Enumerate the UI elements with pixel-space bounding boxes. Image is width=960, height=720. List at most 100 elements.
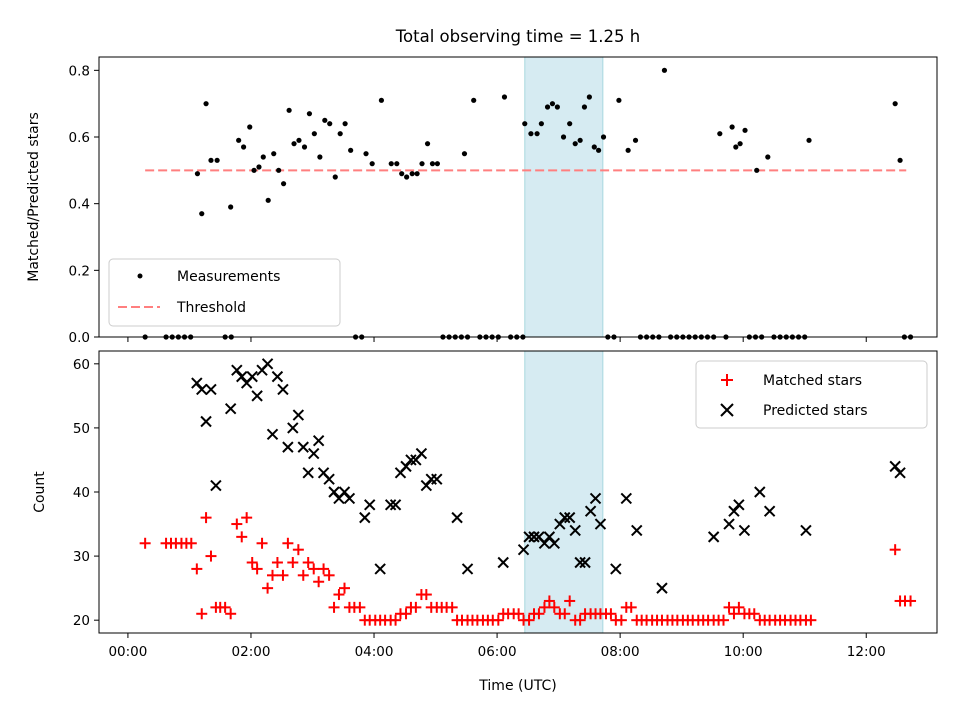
predicted-star-point xyxy=(231,364,243,376)
measurement-point xyxy=(581,104,588,110)
predicted-star-point xyxy=(594,518,607,530)
highlight-span-top xyxy=(524,56,604,338)
legend-label-predicted: Predicted stars xyxy=(763,403,868,419)
predicted-star-point xyxy=(563,511,576,524)
predicted-star-point xyxy=(364,499,376,511)
panel-bottom: 20 30 40 50 60 00:00 02:00 04:00 06:00 08:00 10:0… xyxy=(32,350,938,694)
matched-star-point xyxy=(308,563,320,575)
measurement-point xyxy=(208,157,214,163)
y-tick-label: 0.8 xyxy=(69,63,90,79)
matched-star-point xyxy=(354,601,366,613)
predicted-star-point xyxy=(297,441,309,453)
measurement-point xyxy=(194,171,201,177)
measurement-point xyxy=(317,154,323,160)
measurement-point xyxy=(251,167,257,173)
predicted-star-point xyxy=(497,556,509,569)
matched-star-point xyxy=(200,512,212,524)
measurement-point xyxy=(369,161,375,167)
predicted-star-point xyxy=(374,563,386,575)
matched-star-point xyxy=(748,608,760,620)
measurement-point xyxy=(256,164,262,170)
measurement-point xyxy=(260,154,266,160)
measurement-point xyxy=(378,97,385,103)
measurement-point xyxy=(342,121,348,127)
y-axis-label-top: Matched/Predicted stars xyxy=(26,112,42,282)
predicted-star-point xyxy=(538,537,551,549)
x-tick-label: 08:00 xyxy=(601,644,640,660)
matched-star-point xyxy=(313,576,325,588)
predicted-star-point xyxy=(528,531,540,543)
y-tick-label: 0.2 xyxy=(69,263,90,279)
predicted-star-point xyxy=(523,531,535,543)
measurement-point xyxy=(322,117,328,123)
x-tick-label: 12:00 xyxy=(847,644,886,660)
measurement-point xyxy=(616,97,622,103)
matched-star-point xyxy=(282,537,294,549)
y-tick-label: 40 xyxy=(73,485,90,501)
measurement-point xyxy=(276,167,282,173)
measurement-point xyxy=(501,94,508,100)
matched-star-point xyxy=(400,608,412,620)
predicted-star-point xyxy=(461,563,474,575)
predicted-star-point xyxy=(287,422,299,434)
predicted-star-point xyxy=(266,428,279,441)
matched-star-point xyxy=(548,601,560,613)
predicted-star-point xyxy=(312,435,325,447)
predicted-star-point xyxy=(431,473,443,485)
measurement-point xyxy=(429,161,436,167)
matched-star-point xyxy=(333,589,345,601)
predicted-star-point xyxy=(405,454,417,466)
matched-star-point xyxy=(205,550,217,562)
matched-star-point xyxy=(446,601,458,613)
measurement-point xyxy=(404,174,410,180)
measurement-point xyxy=(897,157,903,163)
x-tick-label: 04:00 xyxy=(355,644,394,660)
matched-star-point xyxy=(615,614,627,626)
x-tick-label: 10:00 xyxy=(724,644,763,660)
predicted-star-point xyxy=(589,492,602,505)
measurement-point xyxy=(388,161,394,167)
matched-star-point xyxy=(728,608,740,620)
measurement-point xyxy=(363,151,369,157)
legend-top: Measurements Threshold xyxy=(108,258,341,327)
predicted-star-point xyxy=(343,492,356,505)
predicted-star-point xyxy=(451,511,463,524)
matched-star-point xyxy=(277,569,289,581)
y-tick-label: 50 xyxy=(73,421,90,437)
measurement-point xyxy=(471,97,477,103)
predicted-star-point xyxy=(517,543,530,556)
matched-star-point xyxy=(420,589,432,601)
predicted-star-point xyxy=(574,556,586,569)
measurement-point xyxy=(203,101,209,107)
matched-star-point xyxy=(251,563,263,575)
predicted-star-point xyxy=(584,505,597,517)
predicted-star-point xyxy=(191,377,203,389)
matched-star-point xyxy=(256,537,268,549)
predicted-star-point xyxy=(338,486,351,498)
predicted-star-point xyxy=(210,479,222,492)
matched-star-point xyxy=(196,608,208,620)
y-tick-label: 60 xyxy=(73,357,90,373)
predicted-star-point xyxy=(754,486,766,498)
matched-star-point xyxy=(733,601,745,613)
measurement-point xyxy=(554,104,560,110)
predicted-star-point xyxy=(384,499,397,511)
predicted-star-point xyxy=(579,556,591,569)
y-tick-label: 0.0 xyxy=(69,330,90,346)
matched-star-point xyxy=(523,614,535,626)
matched-star-point xyxy=(241,512,253,524)
predicted-star-point xyxy=(292,409,305,421)
measurement-point xyxy=(544,104,551,110)
matched-star-point xyxy=(231,518,243,530)
measurement-point xyxy=(399,171,405,177)
predicted-star-point xyxy=(543,531,556,543)
matched-star-point xyxy=(559,608,571,620)
predicted-star-point xyxy=(733,499,745,511)
predicted-star-point xyxy=(548,537,561,549)
legend-marker-predicted xyxy=(720,403,734,417)
panel-top: 0.00.20.40.60.8 Matched/Predicted stars … xyxy=(26,56,938,346)
predicted-star-point xyxy=(763,505,776,517)
measurement-point xyxy=(596,147,602,153)
measurement-point xyxy=(394,161,400,167)
